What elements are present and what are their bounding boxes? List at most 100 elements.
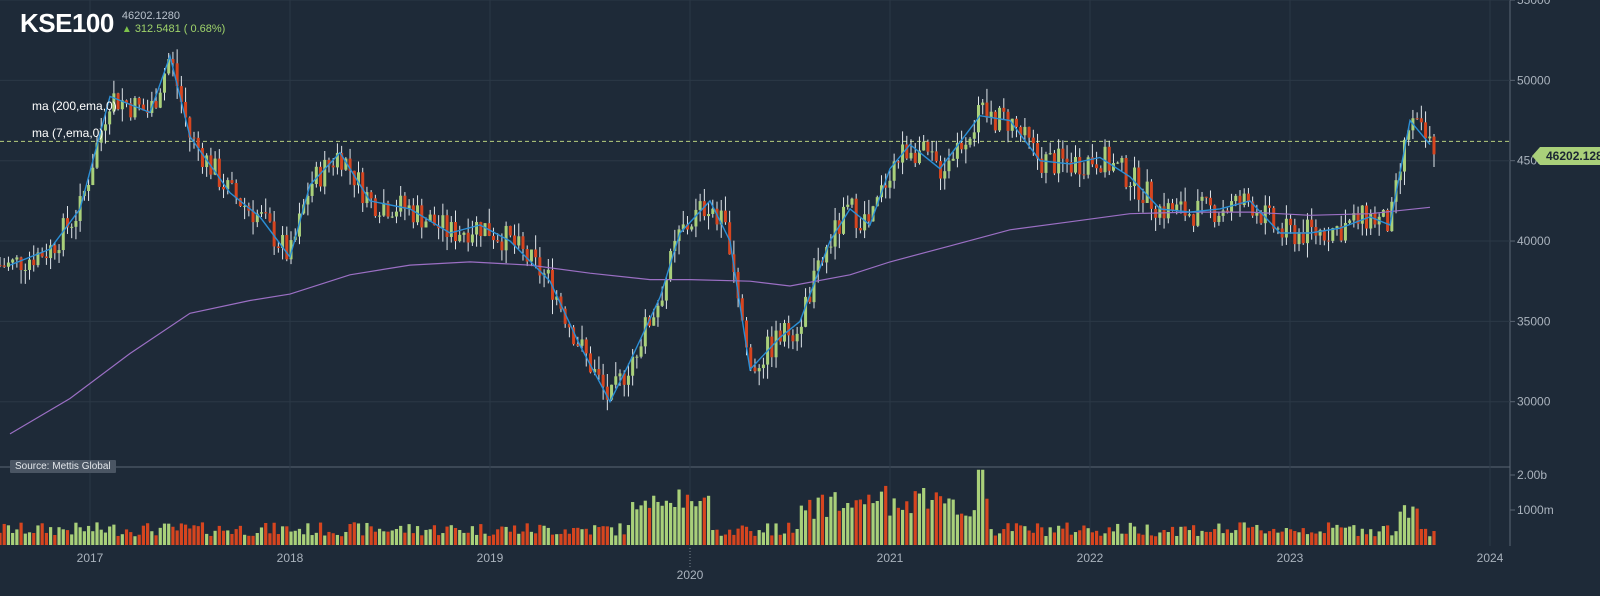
volume-bar: [1217, 523, 1221, 545]
candle-body: [1023, 126, 1027, 136]
candle-body: [1036, 143, 1040, 159]
candle-body: [179, 86, 183, 102]
volume-bar: [639, 505, 643, 545]
candle-body: [1263, 205, 1267, 224]
candle-body: [386, 202, 390, 217]
volume-bar: [162, 523, 167, 545]
volume-bar: [698, 500, 702, 545]
volume-bar: [825, 516, 829, 545]
volume-bar: [529, 531, 534, 545]
volume-bar: [491, 534, 496, 545]
volume-bar: [1272, 528, 1276, 545]
volume-bar: [124, 529, 129, 545]
volume-bar: [11, 532, 15, 545]
candle-body: [664, 279, 668, 301]
moving-averages: [9, 53, 1431, 435]
candle-body: [947, 160, 951, 172]
candle-body: [61, 218, 65, 251]
candle-body: [525, 249, 529, 262]
candle-body: [403, 195, 407, 209]
volume-bar: [1381, 526, 1385, 545]
candle-body: [1365, 205, 1369, 229]
volume-bar: [479, 524, 483, 545]
candle-body: [555, 296, 559, 300]
candle-body: [943, 171, 947, 179]
candle-body: [753, 367, 757, 372]
candle-body: [1322, 229, 1326, 241]
candle-body: [1048, 153, 1052, 155]
volume-bar: [947, 498, 951, 545]
volume-bar: [264, 523, 268, 545]
candle-body: [656, 305, 660, 318]
volume-bar: [1432, 531, 1436, 545]
candle-body: [259, 212, 263, 214]
candle-body: [407, 205, 411, 209]
candle-body: [799, 326, 803, 334]
candle-body: [496, 240, 500, 242]
indicator-ma200[interactable]: ma (200,ema,0): [32, 99, 117, 113]
candle-body: [1200, 196, 1204, 201]
candle-body: [36, 252, 40, 266]
volume-bar: [938, 496, 943, 545]
candle-body: [99, 130, 103, 143]
candle-body: [205, 155, 209, 168]
volume-bar: [694, 506, 698, 545]
volume-bar: [1289, 529, 1293, 545]
volume-bar: [1276, 532, 1280, 545]
candle-body: [626, 375, 630, 385]
volume-bar: [766, 523, 770, 545]
candle-body: [1305, 219, 1309, 244]
volume-bar: [542, 525, 546, 545]
volume-bar: [1057, 525, 1061, 545]
volume-bar: [820, 494, 825, 545]
volume-bar: [749, 531, 753, 545]
volume-bar: [310, 535, 314, 545]
volume-bar: [960, 513, 964, 545]
volume-bar: [934, 492, 938, 545]
volume-bar: [744, 526, 749, 545]
candle-body: [188, 117, 192, 138]
candle-body: [491, 235, 495, 241]
volume-bar: [15, 529, 19, 545]
candle-body: [1272, 207, 1276, 229]
candle-body: [529, 249, 533, 262]
volume-bar: [297, 528, 302, 545]
candle-body: [787, 323, 791, 336]
candle-body: [1432, 136, 1436, 155]
candle-body: [95, 142, 99, 168]
candle-body: [1074, 157, 1077, 173]
arrow-up-icon: ▲: [121, 24, 132, 35]
volume-bar: [259, 527, 264, 545]
volume-bar: [205, 533, 209, 545]
candle-body: [808, 296, 812, 303]
candle-body: [605, 386, 609, 400]
candle-body: [846, 204, 850, 207]
candle-body: [226, 180, 230, 190]
candle-body: [1386, 209, 1390, 232]
candle-body: [158, 92, 162, 108]
volume-bar: [314, 532, 318, 545]
volume-bar: [1352, 525, 1356, 545]
candle-body: [141, 104, 145, 111]
candle-body: [238, 198, 242, 207]
candle-body: [378, 215, 382, 217]
candle-body: [1356, 213, 1360, 224]
indicator-ma7[interactable]: ma (7,ema,0): [32, 126, 104, 140]
volume-bar: [335, 534, 340, 545]
candle-body: [761, 364, 765, 369]
volume-bar: [761, 532, 765, 545]
candle-body: [1095, 164, 1099, 169]
volume-bar: [723, 534, 728, 545]
candle-body: [1428, 136, 1432, 139]
candle-body: [1238, 195, 1242, 206]
volume-bar: [167, 523, 171, 545]
volume-bar: [972, 510, 976, 545]
volume-bar: [593, 525, 597, 545]
candle-body: [192, 137, 196, 139]
volume-bar: [1284, 528, 1288, 545]
candle-body: [1398, 171, 1402, 181]
candle-body: [28, 259, 32, 270]
volume-bar: [1267, 531, 1272, 545]
volume-bar: [403, 532, 407, 545]
